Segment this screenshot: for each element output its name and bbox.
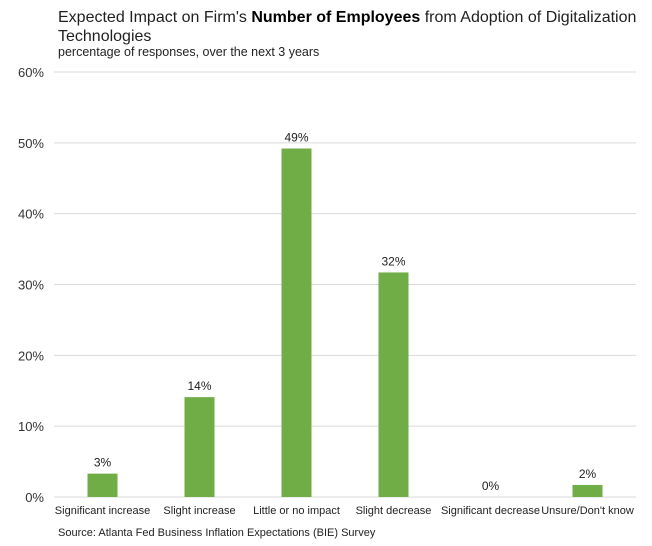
bar: [87, 473, 118, 497]
y-tick-label: 50%: [18, 136, 44, 151]
bar: [184, 397, 215, 497]
data-label: 3%: [94, 456, 112, 470]
chart-source: Source: Atlanta Fed Business Inflation E…: [58, 527, 376, 539]
y-tick-label: 30%: [18, 278, 44, 293]
y-tick-label: 20%: [18, 348, 44, 363]
data-label: 49%: [284, 131, 308, 145]
x-category-label: Significant decrease: [441, 505, 540, 517]
y-tick-label: 40%: [18, 207, 44, 222]
y-tick-label: 10%: [18, 419, 44, 434]
data-label: 32%: [381, 254, 405, 268]
chart-title: Expected Impact on Firm's Number of Empl…: [58, 9, 637, 45]
x-category-label: Significant increase: [55, 505, 150, 517]
data-label: 14%: [187, 379, 211, 393]
x-category-label: Slight decrease: [356, 505, 432, 517]
bar: [378, 272, 409, 497]
chart-title-emphasis: Number of Employees: [251, 9, 421, 26]
x-category-label: Unsure/Don't know: [541, 505, 634, 517]
x-category-label: Little or no impact: [253, 505, 340, 517]
y-tick-label: 60%: [18, 65, 44, 80]
chart-subtitle: percentage of responses, over the next 3…: [58, 45, 320, 59]
data-label: 0%: [482, 479, 500, 493]
bar: [281, 148, 312, 497]
data-label: 2%: [579, 467, 597, 481]
bar: [572, 484, 603, 497]
x-category-label: Slight increase: [163, 505, 235, 517]
y-tick-label: 0%: [25, 490, 44, 505]
